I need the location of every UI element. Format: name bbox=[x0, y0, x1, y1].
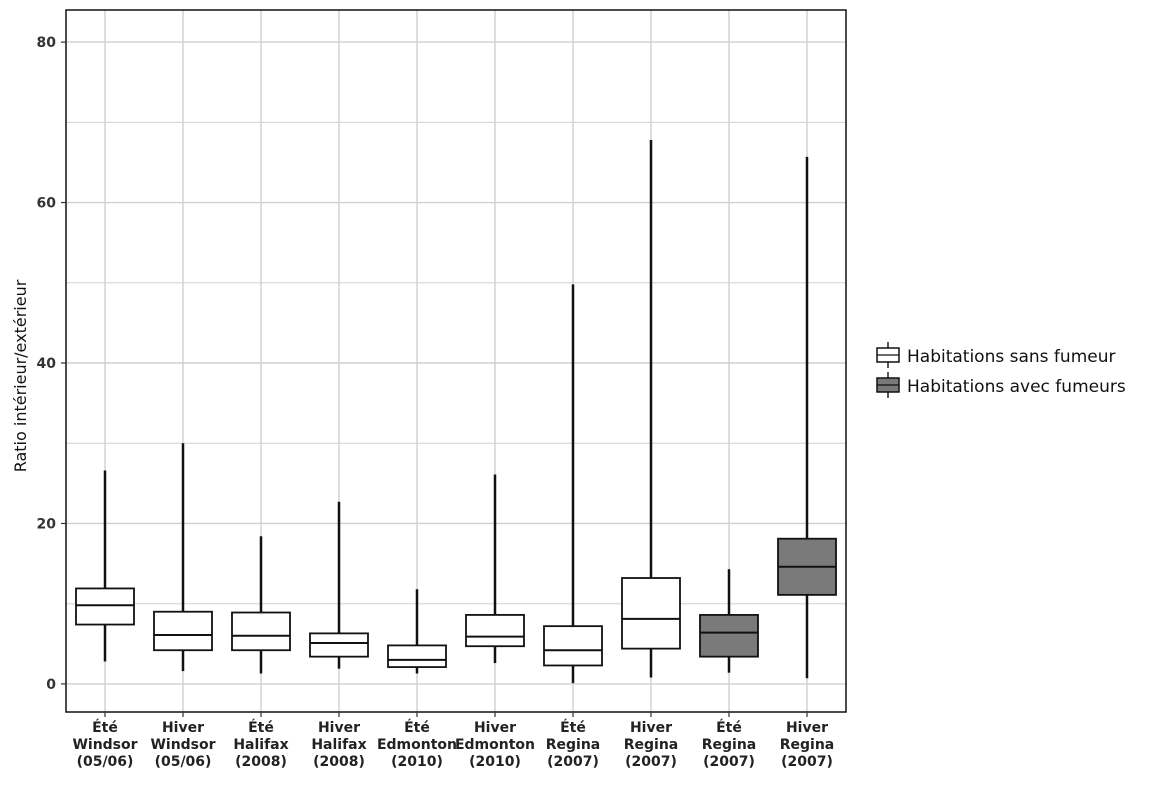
plot-frame bbox=[65, 9, 847, 713]
box-iqr bbox=[309, 632, 369, 658]
box-6 bbox=[465, 474, 525, 664]
x-tick-label: Hiver Halifax (2008) bbox=[311, 720, 366, 770]
x-tick-label: Hiver Edmonton (2010) bbox=[455, 720, 535, 770]
box-4 bbox=[309, 501, 369, 669]
y-tick-label: 0 bbox=[46, 677, 56, 693]
box-10 bbox=[777, 156, 837, 679]
legend-item-sans_fumeur: Habitations sans fumeur bbox=[876, 342, 1115, 368]
x-tick-label: Été Regina (2007) bbox=[546, 719, 601, 770]
box-iqr bbox=[543, 625, 603, 667]
box-iqr bbox=[621, 577, 681, 650]
legend-label: Habitations avec fumeurs bbox=[907, 377, 1126, 397]
legend-item-avec_fumeurs: Habitations avec fumeurs bbox=[876, 372, 1126, 398]
x-tick-label: Été Edmonton (2010) bbox=[377, 719, 457, 770]
y-tick-label: 20 bbox=[37, 516, 57, 532]
box-1 bbox=[75, 470, 135, 662]
y-axis: 0 20 40 60 80 bbox=[37, 35, 66, 693]
box-iqr bbox=[465, 614, 525, 648]
x-axis: Été Windsor (05/06) Hiver Windsor (05/06) Été H… bbox=[72, 712, 834, 770]
x-tick-label: Été Windsor (05/06) bbox=[72, 719, 137, 770]
box-8 bbox=[621, 139, 681, 678]
box-2 bbox=[153, 443, 213, 672]
x-tick-label: Été Regina (2007) bbox=[702, 719, 757, 770]
box-iqr bbox=[231, 611, 291, 652]
box-iqr bbox=[387, 644, 447, 668]
box-iqr bbox=[153, 610, 213, 652]
box-3 bbox=[231, 536, 291, 674]
y-axis-label: Ratio intérieur/extérieur bbox=[11, 279, 30, 472]
legend: Habitations sans fumeur Habitations avec … bbox=[876, 342, 1126, 398]
y-tick-label: 40 bbox=[37, 356, 57, 372]
box-iqr bbox=[75, 587, 135, 626]
y-tick-label: 60 bbox=[37, 196, 57, 212]
legend-label: Habitations sans fumeur bbox=[907, 347, 1115, 367]
box-9 bbox=[699, 569, 759, 673]
y-tick-label: 80 bbox=[37, 35, 57, 51]
x-tick-label: Été Halifax (2008) bbox=[233, 719, 288, 770]
box-series bbox=[75, 139, 837, 684]
box-7 bbox=[543, 284, 603, 684]
box-iqr bbox=[699, 614, 759, 658]
x-tick-label: Hiver Windsor (05/06) bbox=[150, 720, 215, 770]
x-tick-label: Hiver Regina (2007) bbox=[624, 720, 679, 770]
box-5 bbox=[387, 589, 447, 674]
x-tick-label: Hiver Regina (2007) bbox=[780, 720, 835, 770]
